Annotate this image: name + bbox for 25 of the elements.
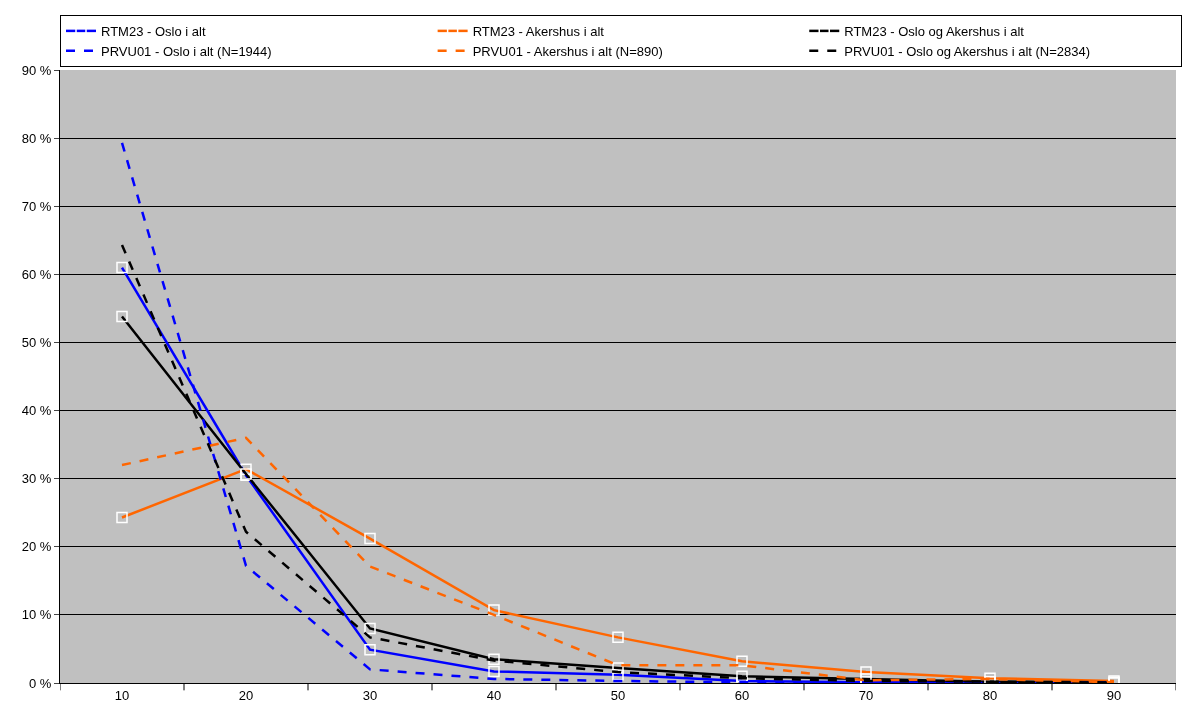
legend-label: PRVU01 - Oslo og Akershus i alt (N=2834) <box>844 43 1091 59</box>
y-tick-label: 10 % <box>21 607 52 623</box>
legend-label: PRVU01 - Oslo i alt (N=1944) <box>101 43 272 59</box>
x-tick-label: 50 <box>610 687 626 703</box>
legend-label: RTM23 - Akershus i alt <box>472 23 605 39</box>
y-tick-label: 50 % <box>21 334 52 350</box>
x-tick-label: 10 <box>114 687 130 703</box>
y-tick-label: 40 % <box>21 403 52 419</box>
x-tick-label: 30 <box>362 687 378 703</box>
x-tick-label: 90 <box>1106 687 1122 703</box>
x-tick-label: 40 <box>486 687 502 703</box>
y-tick-label: 70 % <box>21 198 52 214</box>
x-tick-label: 20 <box>238 687 254 703</box>
y-tick-label: 60 % <box>21 266 52 282</box>
x-tick-label: 80 <box>982 687 998 703</box>
legend-label: PRVU01 - Akershus i alt (N=890) <box>472 43 663 59</box>
y-tick-label: 90 % <box>21 62 52 78</box>
y-tick-label: 20 % <box>21 539 52 555</box>
x-tick-label: 60 <box>734 687 750 703</box>
legend-label: RTM23 - Oslo i alt <box>101 23 206 39</box>
legend-label: RTM23 - Oslo og Akershus i alt <box>844 23 1025 39</box>
y-tick-label: 0 % <box>28 675 52 691</box>
y-tick-label: 80 % <box>21 130 52 146</box>
y-tick-label: 30 % <box>21 471 52 487</box>
x-tick-label: 70 <box>858 687 874 703</box>
